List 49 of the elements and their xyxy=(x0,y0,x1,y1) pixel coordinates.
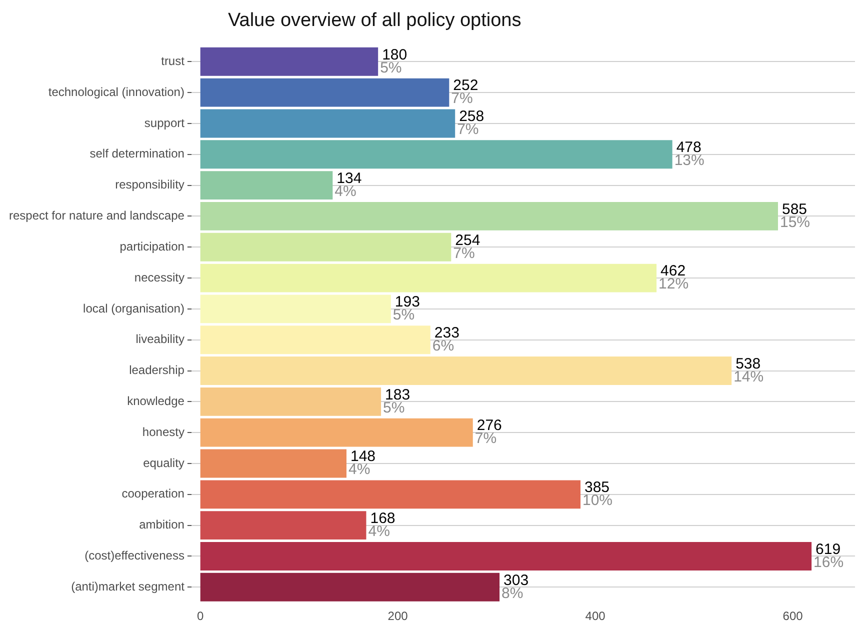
y-tick-label: respect for nature and landscape xyxy=(8,208,185,223)
x-tick-label: 600 xyxy=(782,609,804,624)
bar xyxy=(200,232,452,262)
bar xyxy=(200,294,391,324)
y-tick-label: technological (innovation) xyxy=(48,84,184,99)
x-tick-label: 0 xyxy=(196,609,204,624)
y-tick-label: responsibility xyxy=(115,178,184,192)
annotation: 7% xyxy=(451,90,473,108)
bar xyxy=(200,480,580,509)
bar xyxy=(200,140,672,169)
bar xyxy=(200,511,366,540)
y-tick-label: necessity xyxy=(134,270,184,284)
bar xyxy=(200,356,732,385)
annotation: 12% xyxy=(658,276,689,293)
y-tick-label: (anti)market segment xyxy=(71,579,186,594)
bar xyxy=(200,387,382,416)
y-tick-label: self determination xyxy=(90,146,184,161)
y-tick-label: ambition xyxy=(139,518,184,532)
y-tick-label: liveability xyxy=(136,332,184,346)
annotation: 10% xyxy=(582,492,613,510)
bar xyxy=(200,449,346,478)
chart-title: Value overview of all policy options xyxy=(228,10,522,32)
annotation: 5% xyxy=(392,306,415,324)
bar xyxy=(200,572,500,602)
y-tick-label: knowledge xyxy=(127,394,185,408)
bar xyxy=(200,326,430,354)
y-tick-label: leadership xyxy=(129,363,185,378)
y-tick-label: participation xyxy=(120,239,184,254)
y-tick-label: (cost)effectiveness xyxy=(84,548,184,563)
bar xyxy=(200,264,657,292)
bar xyxy=(200,202,778,230)
bar xyxy=(200,171,333,200)
y-tick-label: equality xyxy=(143,456,184,470)
bar xyxy=(200,542,812,570)
y-tick-label: support xyxy=(144,116,186,130)
bar xyxy=(200,418,473,447)
bar xyxy=(200,109,456,138)
x-tick-label: 400 xyxy=(585,609,606,624)
y-tick-label: honesty xyxy=(142,424,184,439)
y-tick-label: trust xyxy=(161,54,186,68)
bar xyxy=(200,47,378,76)
bar xyxy=(200,78,450,107)
annotation: 13% xyxy=(674,152,704,170)
annotation: 7% xyxy=(474,430,497,448)
annotation: 4% xyxy=(348,461,370,478)
annotation: 7% xyxy=(457,121,479,138)
x-tick-label: 200 xyxy=(388,609,408,624)
y-tick-label: cooperation xyxy=(122,486,184,501)
y-tick-label: local (organisation) xyxy=(83,301,184,316)
